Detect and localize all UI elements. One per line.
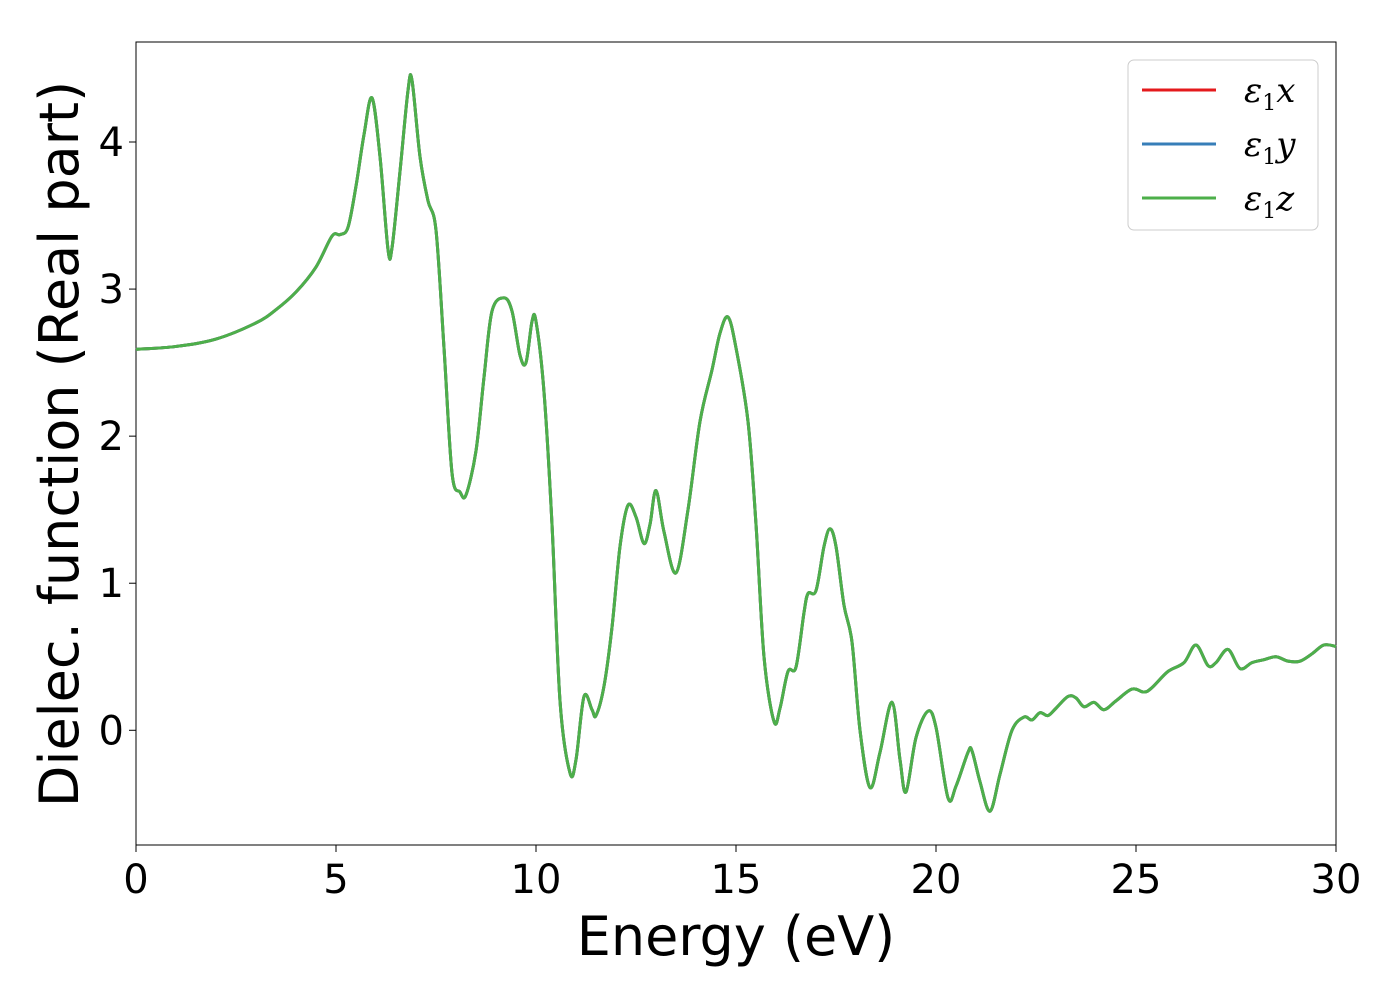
series-layer [135,73,1337,813]
x-tick-label: 30 [1311,857,1362,903]
y-axis-label: Dielec. function (Real part) [28,81,91,807]
x-axis: 0 5 10 15 20 25 30 [123,845,1361,903]
x-axis-label: Energy (eV) [577,905,896,968]
x-tick-label: 5 [323,857,348,903]
y-tick-label: 4 [99,120,124,166]
y-axis: 0 1 2 3 4 [99,120,136,754]
legend-items: ε1x ε1y ε1z [1142,71,1296,224]
legend-label-x: ε1x [1244,71,1295,116]
legend: ε1x ε1y ε1z [1127,59,1319,231]
y-tick-label: 2 [99,414,124,460]
legend-label-y: ε1y [1244,125,1296,170]
y-tick-label: 3 [99,267,124,313]
x-tick-label: 25 [1111,857,1162,903]
x-tick-label: 10 [511,857,562,903]
x-tick-label: 0 [123,857,148,903]
series-line-z [135,73,1337,813]
legend-box [1127,59,1319,231]
x-tick-label: 20 [911,857,962,903]
y-tick-label: 0 [99,708,124,754]
legend-label-z: ε1z [1244,179,1295,224]
y-tick-label: 1 [99,561,124,607]
x-tick-label: 15 [711,857,762,903]
